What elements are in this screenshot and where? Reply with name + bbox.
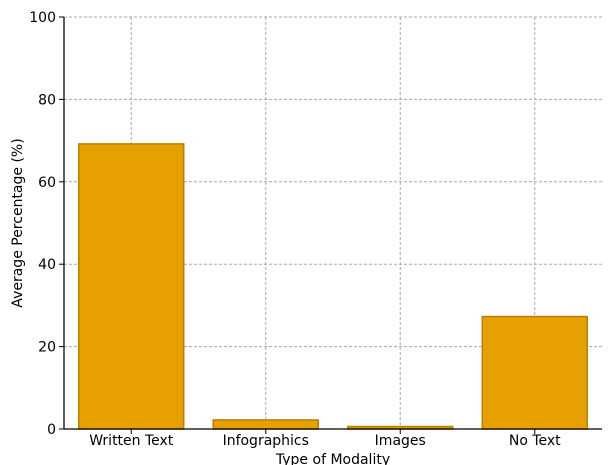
- axes: [59, 16, 602, 434]
- x-tick-label: Written Text: [89, 433, 174, 449]
- y-tick-label: 60: [38, 175, 56, 191]
- y-tick-label: 20: [38, 340, 56, 356]
- x-axis-label: Type of Modality: [275, 452, 390, 465]
- y-tick-label: 100: [29, 10, 56, 26]
- y-tick-label: 40: [38, 257, 56, 273]
- bars: [78, 143, 588, 430]
- x-tick-label: Images: [375, 433, 426, 449]
- bar-no-text: [481, 315, 588, 430]
- x-tick-label: Infographics: [223, 433, 309, 449]
- tick-labels: 0 20 40 60 80 100 Written Text Infographics Imag…: [29, 10, 561, 449]
- bar-written-text: [78, 143, 185, 430]
- bar-infographics: [212, 419, 319, 430]
- y-tick-label: 0: [47, 422, 56, 438]
- y-axis-label: Average Percentage (%): [10, 138, 26, 307]
- y-tick-label: 80: [38, 92, 56, 108]
- x-tick-label: No Text: [509, 433, 561, 449]
